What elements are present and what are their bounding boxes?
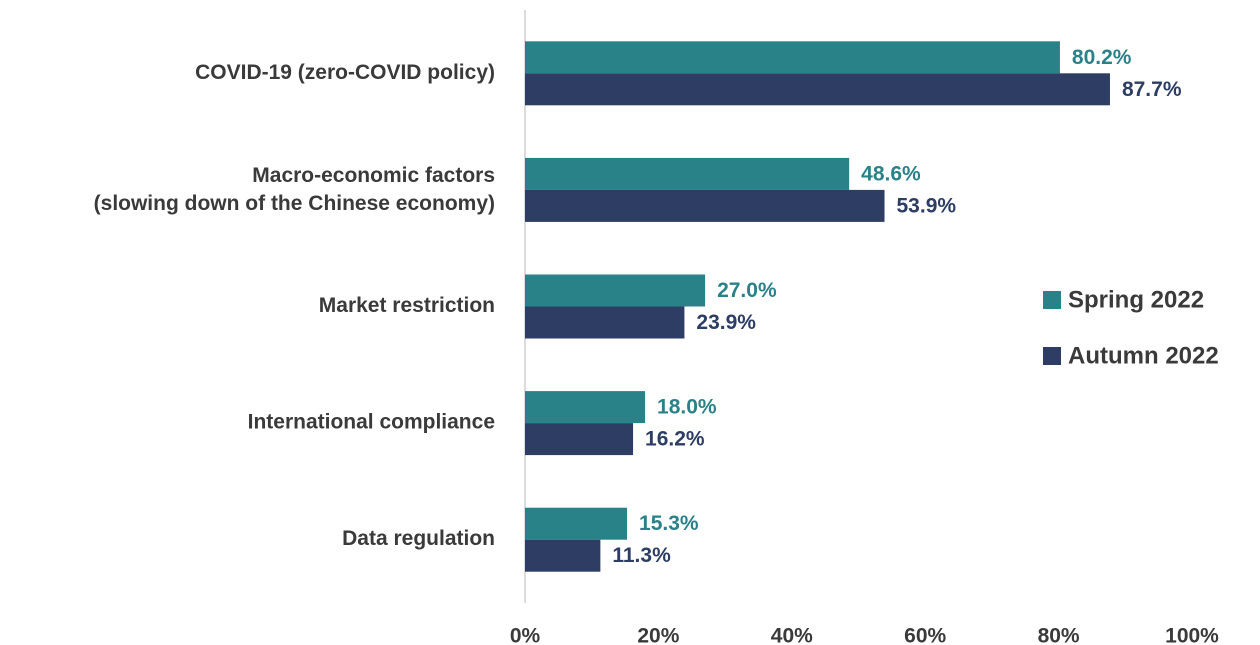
value-label: 27.0% bbox=[717, 279, 777, 302]
x-tick-label: 0% bbox=[510, 625, 541, 645]
x-tick-label: 40% bbox=[771, 625, 813, 645]
value-label: 48.6% bbox=[861, 162, 921, 185]
bar bbox=[525, 189, 885, 222]
y-tick-label: Data regulation bbox=[342, 527, 495, 550]
value-label: 16.2% bbox=[645, 428, 705, 451]
bar bbox=[525, 423, 634, 456]
bar bbox=[525, 391, 646, 424]
bar bbox=[525, 539, 601, 572]
value-label: 18.0% bbox=[657, 396, 717, 419]
bar bbox=[525, 157, 850, 190]
bar bbox=[525, 41, 1060, 74]
bar bbox=[525, 73, 1110, 106]
legend-label: Spring 2022 bbox=[1068, 286, 1204, 313]
legend-swatch bbox=[1043, 291, 1061, 309]
value-label: 87.7% bbox=[1122, 78, 1182, 101]
y-tick-label: Market restriction bbox=[319, 294, 495, 317]
value-label: 53.9% bbox=[897, 194, 957, 217]
bar bbox=[525, 507, 628, 540]
bar bbox=[525, 306, 685, 339]
value-label: 23.9% bbox=[696, 311, 756, 334]
value-label: 11.3% bbox=[612, 544, 671, 567]
x-tick-label: 20% bbox=[637, 625, 679, 645]
legend-swatch bbox=[1043, 347, 1061, 365]
y-tick-label: International compliance bbox=[248, 411, 495, 434]
y-tick-label: Macro-economic factors (slowing down of t… bbox=[94, 163, 495, 214]
x-tick-label: 100% bbox=[1165, 625, 1219, 645]
y-tick-label: COVID-19 (zero-COVID policy) bbox=[195, 61, 495, 84]
value-label: 15.3% bbox=[639, 512, 699, 535]
legend-label: Autumn 2022 bbox=[1068, 342, 1219, 369]
x-tick-label: 80% bbox=[1038, 625, 1080, 645]
bar bbox=[525, 274, 706, 307]
value-label: 80.2% bbox=[1072, 46, 1132, 69]
x-tick-label: 60% bbox=[904, 625, 946, 645]
